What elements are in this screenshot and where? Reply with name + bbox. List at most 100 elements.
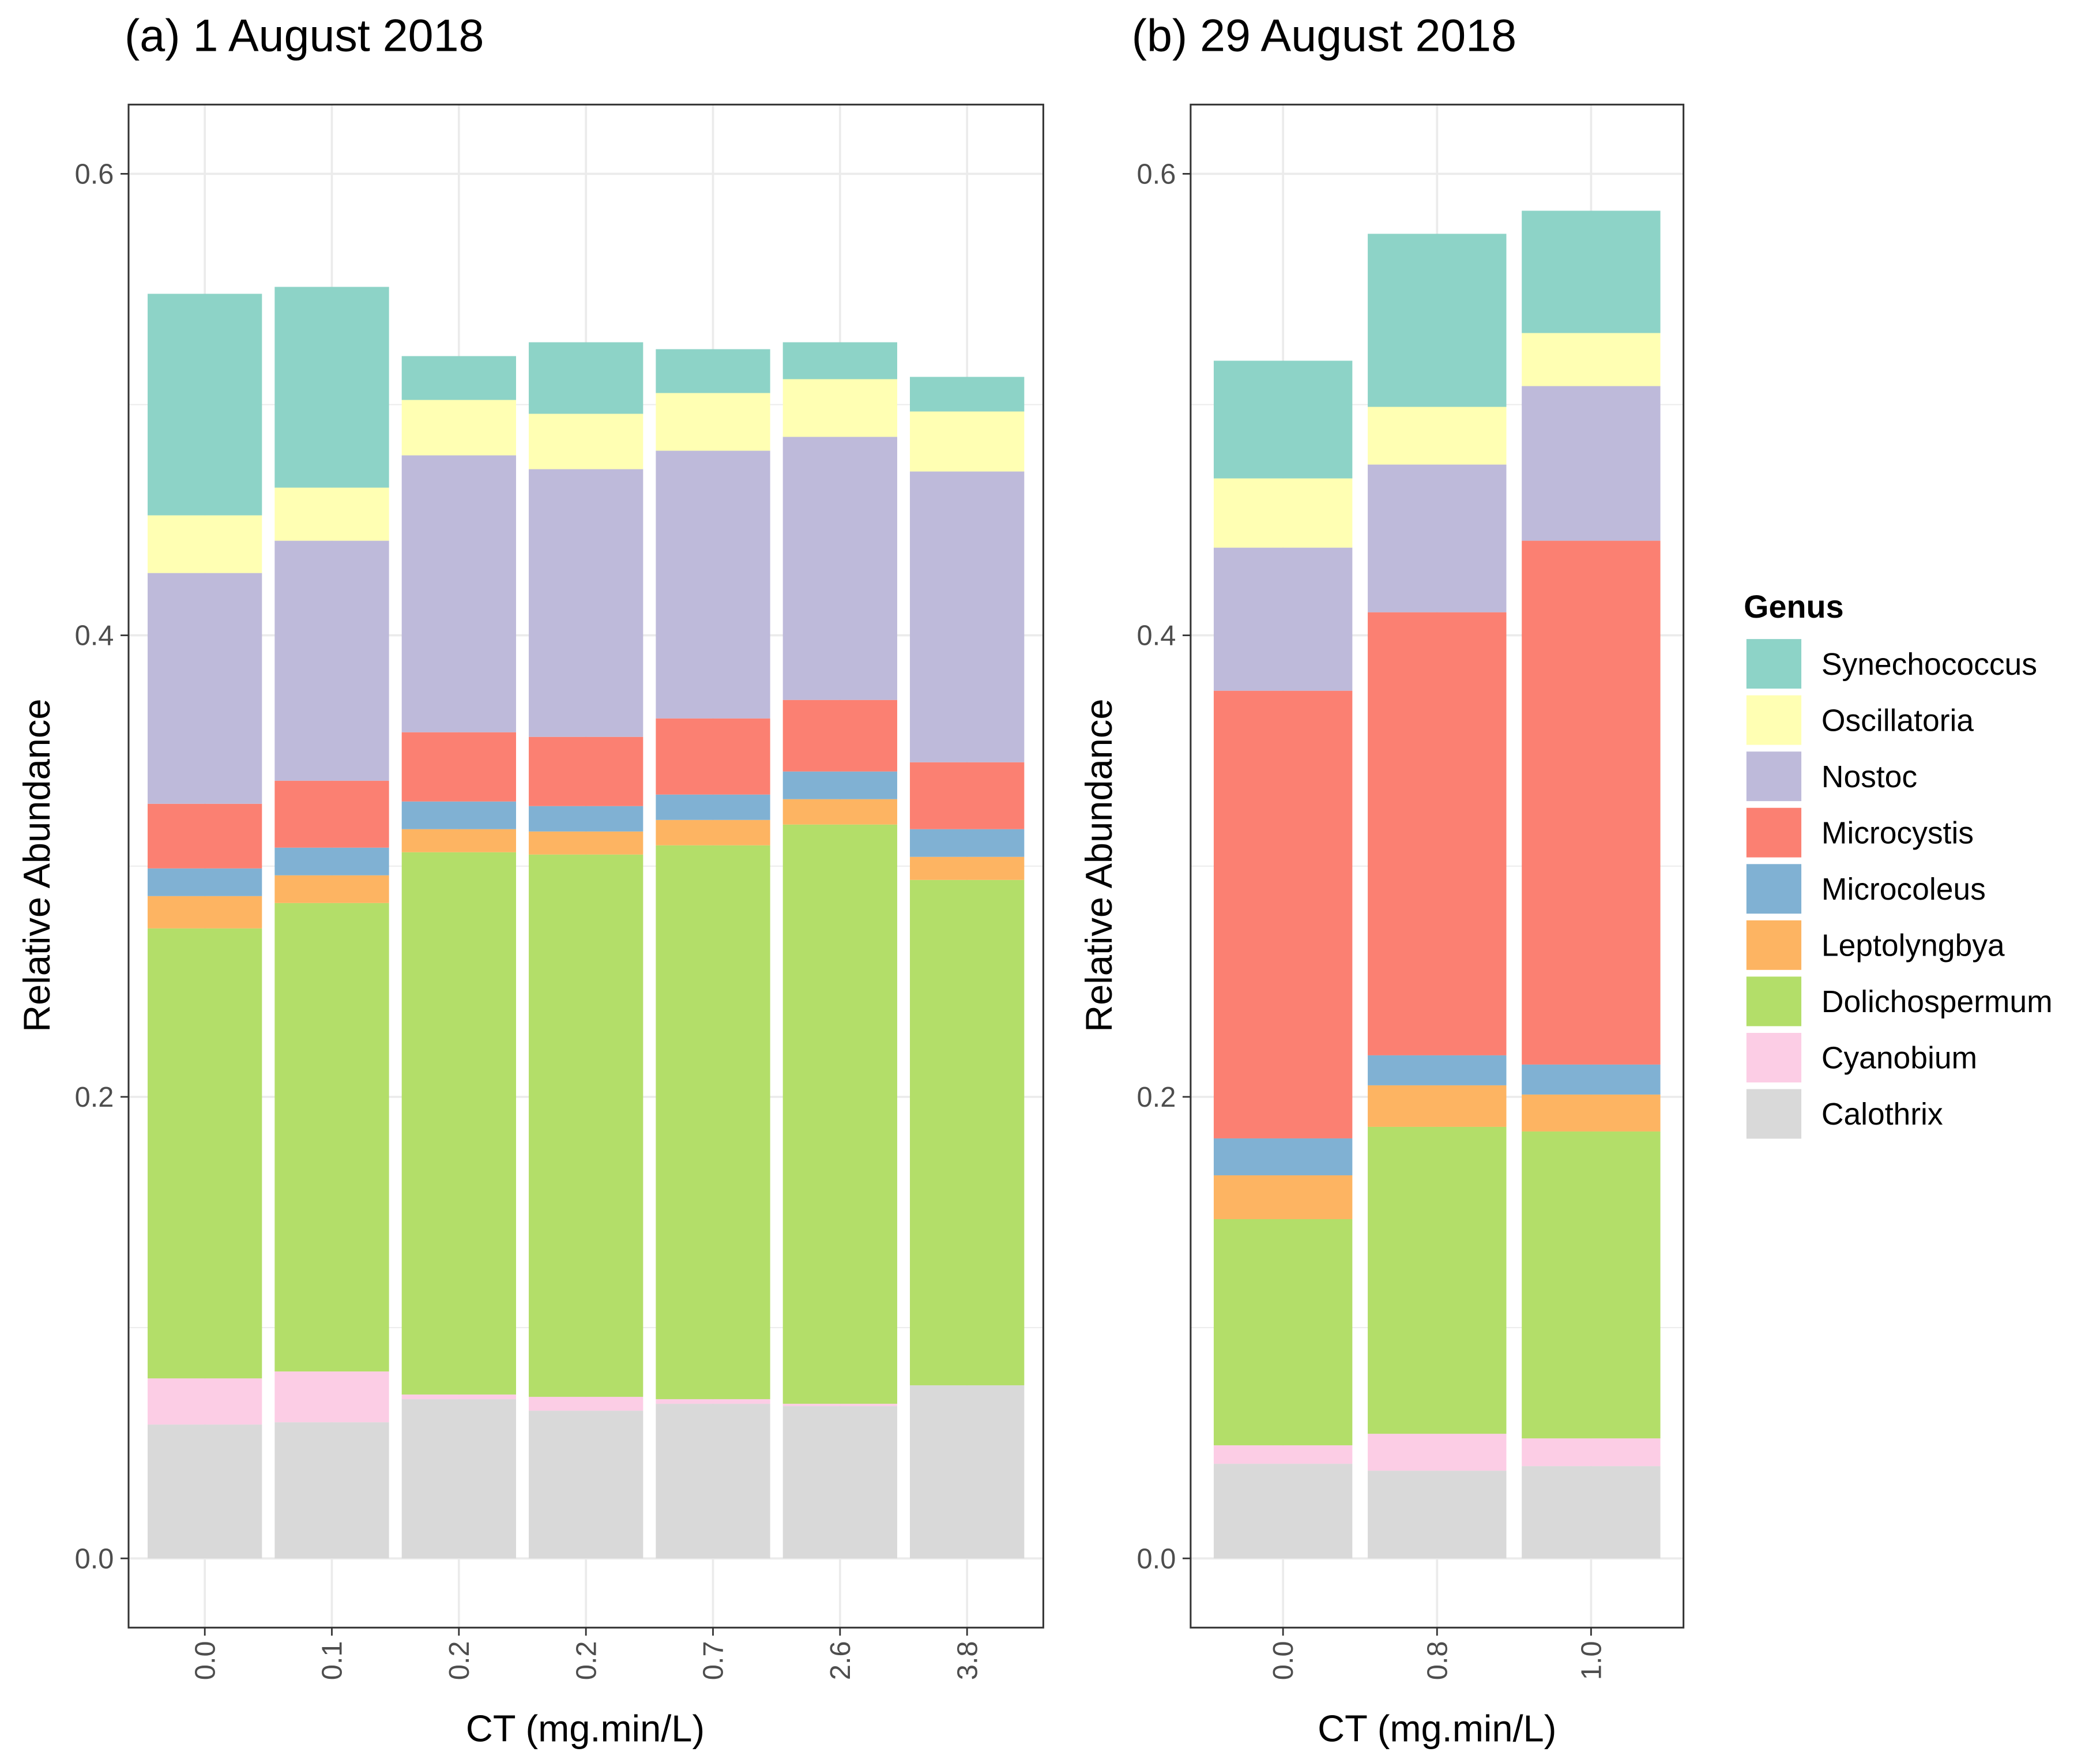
panel-a-x-tick-label: 3.8: [952, 1641, 983, 1680]
bar-segment-b-0-calothrix: [1213, 1464, 1353, 1559]
bar-segment-b-0-microcoleus: [1213, 1138, 1353, 1175]
bar-segment-a-2-calothrix: [401, 1399, 516, 1559]
legend-key-microcystis: [1746, 807, 1802, 858]
panel-a-x-tick-label: 2.6: [825, 1641, 856, 1680]
legend-key-dolichospermum: [1746, 976, 1802, 1027]
bar-segment-a-4-dolichospermum: [656, 845, 770, 1400]
bar-segment-a-0-microcystis: [148, 803, 262, 869]
bar-segment-a-5-microcystis: [782, 700, 898, 772]
legend: Genus Synechococcus Oscillatoria Nostoc Mic…: [1744, 589, 2053, 1139]
bar-segment-a-3-synechococcus: [529, 342, 643, 414]
bar-segment-a-2-microcystis: [401, 732, 516, 802]
legend-label-oscillatoria: Oscillatoria: [1821, 704, 1974, 738]
bar-segment-a-6-nostoc: [910, 471, 1025, 762]
bar-segment-a-2-microcoleus: [401, 801, 516, 829]
bar-segment-a-2-leptolyngbya: [401, 829, 516, 852]
bar-segment-a-3-dolichospermum: [529, 854, 643, 1397]
bar-segment-a-0-cyanobium: [148, 1378, 262, 1425]
bar-segment-a-6-leptolyngbya: [910, 856, 1025, 880]
bar-segment-a-1-oscillatoria: [274, 487, 389, 541]
legend-key-nostoc: [1746, 751, 1802, 802]
panel-a-y-tick-label: 0.4: [75, 621, 114, 652]
bar-segment-a-5-nostoc: [782, 437, 898, 700]
legend-key-calothrix: [1746, 1089, 1802, 1139]
bar-segment-b-0-microcystis: [1213, 690, 1353, 1138]
panel-b-y-tick-label: 0.2: [1137, 1082, 1176, 1113]
legend-label-dolichospermum: Dolichospermum: [1821, 985, 2053, 1019]
bar-segment-a-4-oscillatoria: [656, 393, 770, 451]
bar-segment-a-3-leptolyngbya: [529, 831, 643, 855]
legend-key-microcoleus: [1746, 864, 1802, 914]
bar-segment-b-1-synechococcus: [1368, 234, 1507, 407]
bar-segment-b-1-cyanobium: [1368, 1434, 1507, 1471]
legend-key-oscillatoria: [1746, 695, 1802, 745]
bar-segment-b-1-microcoleus: [1368, 1055, 1507, 1085]
bar-segment-b-0-leptolyngbya: [1213, 1175, 1353, 1220]
bar-segment-a-1-cyanobium: [274, 1371, 389, 1423]
bar-segment-a-0-leptolyngbya: [148, 896, 262, 929]
bar-segment-b-2-microcystis: [1522, 540, 1661, 1065]
bar-segment-a-1-leptolyngbya: [274, 875, 389, 903]
bar-segment-a-5-leptolyngbya: [782, 799, 898, 825]
bar-segment-a-5-calothrix: [782, 1406, 898, 1559]
bar-segment-a-6-dolichospermum: [910, 879, 1025, 1386]
panel-b-y-tick-label: 0.0: [1137, 1543, 1176, 1574]
bar-segment-b-2-leptolyngbya: [1522, 1094, 1661, 1132]
bar-segment-a-0-nostoc: [148, 573, 262, 804]
bar-segment-a-2-cyanobium: [401, 1394, 516, 1400]
panel-a-y-tick-label: 0.6: [75, 159, 114, 190]
bar-segment-a-1-nostoc: [274, 540, 389, 781]
legend-label-microcoleus: Microcoleus: [1821, 873, 1986, 907]
panel-b-y-axis-title: Relative Abundance: [1078, 698, 1120, 1032]
bar-segment-a-0-calothrix: [148, 1424, 262, 1559]
bar-segment-a-0-dolichospermum: [148, 928, 262, 1379]
panel-a-y-tick-label: 0.0: [75, 1543, 114, 1574]
panel-a-plot: 0.0 0.2 0.4 0.6 0.0 0.1 0.2 0.2 0.7 2.6 3.8: [75, 103, 1044, 1680]
bar-segment-a-5-microcoleus: [782, 771, 898, 799]
bar-segment-a-5-oscillatoria: [782, 379, 898, 437]
bar-segment-b-1-calothrix: [1368, 1471, 1507, 1559]
bar-segment-a-0-microcoleus: [148, 868, 262, 896]
bar-segment-a-2-oscillatoria: [401, 400, 516, 456]
legend-label-synechococcus: Synechococcus: [1821, 648, 2037, 682]
bar-segment-a-3-cyanobium: [529, 1397, 643, 1411]
bar-segment-a-0-oscillatoria: [148, 515, 262, 573]
panel-a-x-tick-label: 0.2: [444, 1641, 475, 1680]
legend-label-nostoc: Nostoc: [1821, 760, 1917, 794]
panel-b-x-tick-label: 0.8: [1422, 1641, 1453, 1680]
bar-segment-a-4-leptolyngbya: [656, 820, 770, 845]
bar-segment-a-5-cyanobium: [782, 1404, 898, 1407]
bar-segment-a-6-oscillatoria: [910, 411, 1025, 472]
panel-b-x-tick-label: 1.0: [1576, 1641, 1607, 1680]
panel-a-y-tick-label: 0.2: [75, 1082, 114, 1113]
bar-segment-a-3-microcoleus: [529, 806, 643, 832]
panel-a-x-tick-label: 0.0: [190, 1641, 221, 1680]
panel-b-title: (b) 29 August 2018: [1132, 10, 1516, 61]
bar-segment-a-0-synechococcus: [148, 294, 262, 516]
legend-key-leptolyngbya: [1746, 920, 1802, 970]
bar-segment-b-2-synechococcus: [1522, 210, 1661, 333]
bar-segment-a-1-dolichospermum: [274, 903, 389, 1372]
panel-a-y-axis-title: Relative Abundance: [16, 698, 58, 1032]
panel-b-y-tick-label: 0.4: [1137, 621, 1176, 652]
legend-key-synechococcus: [1746, 639, 1802, 689]
bar-segment-b-1-leptolyngbya: [1368, 1085, 1507, 1127]
panel-a-title: (a) 1 August 2018: [125, 10, 484, 61]
bar-segment-b-1-dolichospermum: [1368, 1126, 1507, 1434]
panel-b-x-axis-title: CT (mg.min/L): [1318, 1708, 1556, 1750]
bar-segment-b-2-calothrix: [1522, 1466, 1661, 1559]
bar-segment-b-2-dolichospermum: [1522, 1131, 1661, 1439]
bar-segment-b-0-cyanobium: [1213, 1445, 1353, 1464]
bar-segment-a-6-calothrix: [910, 1385, 1025, 1559]
bar-segment-a-4-nostoc: [656, 450, 770, 719]
bar-segment-b-1-microcystis: [1368, 612, 1507, 1055]
legend-label-cyanobium: Cyanobium: [1821, 1042, 1977, 1076]
bar-segment-b-0-dolichospermum: [1213, 1219, 1353, 1446]
bar-segment-b-2-microcoleus: [1522, 1064, 1661, 1095]
bar-segment-a-5-dolichospermum: [782, 824, 898, 1404]
bar-segment-a-4-cyanobium: [656, 1399, 770, 1404]
bar-segment-b-2-oscillatoria: [1522, 333, 1661, 386]
legend-items: Synechococcus Oscillatoria Nostoc Microcyst…: [1746, 639, 2053, 1139]
bar-segment-a-3-microcystis: [529, 736, 643, 806]
